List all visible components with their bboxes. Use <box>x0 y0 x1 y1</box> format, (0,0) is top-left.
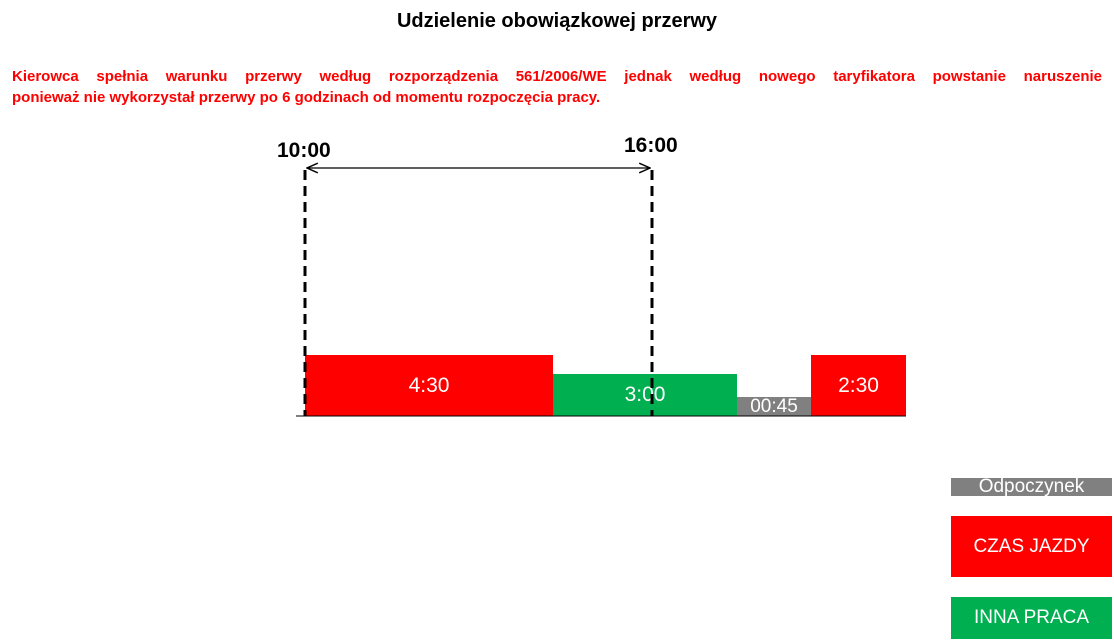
legend-driving: CZAS JAZDY <box>951 516 1112 577</box>
legend-rest-label: Odpoczynek <box>979 476 1085 498</box>
legend-other-work: INNA PRACA <box>951 597 1112 639</box>
legend-other-work-label: INNA PRACA <box>974 607 1089 629</box>
legend-rest: Odpoczynek <box>951 478 1112 496</box>
legend-driving-label: CZAS JAZDY <box>973 536 1089 558</box>
